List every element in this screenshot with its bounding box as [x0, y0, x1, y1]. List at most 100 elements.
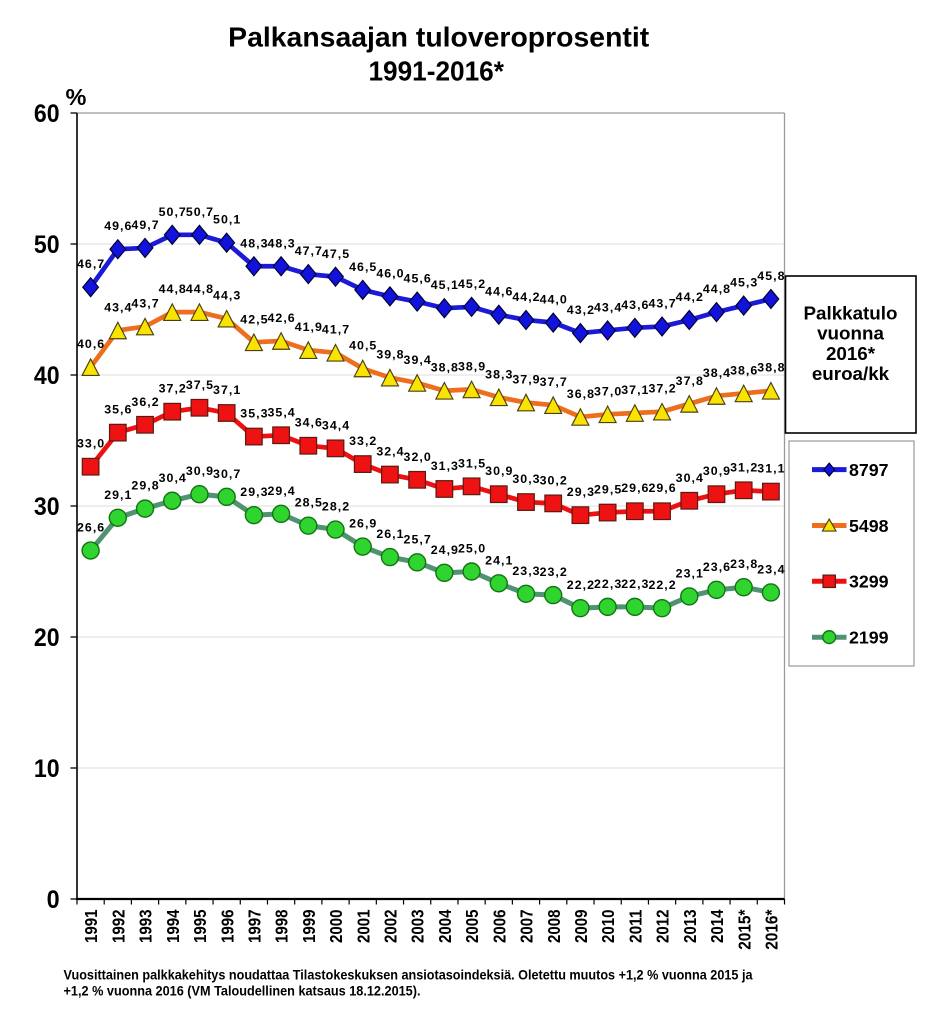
svg-text:44,8: 44,8	[703, 282, 730, 296]
svg-text:2013: 2013	[680, 909, 700, 943]
svg-text:30,9: 30,9	[485, 464, 512, 478]
svg-text:37,9: 37,9	[512, 373, 539, 387]
svg-text:50,7: 50,7	[186, 205, 213, 219]
svg-text:23,6: 23,6	[703, 560, 730, 574]
svg-text:2004: 2004	[435, 909, 455, 943]
svg-text:2016*: 2016*	[826, 343, 876, 364]
svg-text:30,4: 30,4	[676, 471, 703, 485]
svg-text:32,0: 32,0	[404, 450, 431, 464]
svg-text:34,4: 34,4	[322, 418, 349, 432]
svg-text:20: 20	[34, 624, 60, 652]
svg-text:42,6: 42,6	[267, 311, 294, 325]
svg-text:39,4: 39,4	[404, 353, 431, 367]
svg-text:37,5: 37,5	[186, 378, 213, 392]
svg-text:%: %	[65, 84, 86, 110]
svg-text:32,4: 32,4	[376, 445, 403, 459]
svg-text:2009: 2009	[571, 909, 591, 943]
svg-text:36,2: 36,2	[131, 395, 158, 409]
svg-text:60: 60	[34, 100, 60, 128]
svg-text:29,3: 29,3	[567, 485, 594, 499]
svg-text:2014: 2014	[707, 909, 727, 943]
svg-text:22,3: 22,3	[621, 577, 648, 591]
svg-text:44,3: 44,3	[213, 289, 240, 303]
svg-text:41,9: 41,9	[295, 320, 322, 334]
svg-text:43,2: 43,2	[567, 303, 594, 317]
svg-text:37,8: 37,8	[676, 374, 703, 388]
svg-text:44,2: 44,2	[676, 290, 703, 304]
svg-text:40,5: 40,5	[349, 338, 376, 352]
svg-text:26,9: 26,9	[349, 517, 376, 531]
svg-text:43,4: 43,4	[104, 300, 131, 314]
svg-text:50,7: 50,7	[159, 205, 186, 219]
svg-text:44,8: 44,8	[159, 282, 186, 296]
svg-text:2016*: 2016*	[761, 909, 781, 949]
svg-text:35,4: 35,4	[267, 405, 294, 419]
svg-text:euroa/kk: euroa/kk	[812, 363, 890, 384]
svg-text:43,6: 43,6	[621, 298, 648, 312]
svg-text:2010: 2010	[598, 909, 618, 943]
svg-text:40: 40	[34, 362, 60, 390]
svg-text:35,3: 35,3	[240, 407, 267, 421]
svg-text:2015*: 2015*	[734, 909, 754, 949]
svg-text:38,3: 38,3	[485, 367, 512, 381]
svg-text:48,3: 48,3	[240, 236, 267, 250]
svg-text:44,6: 44,6	[485, 285, 512, 299]
svg-text:45,6: 45,6	[404, 272, 431, 286]
svg-text:38,9: 38,9	[458, 359, 485, 373]
svg-text:49,6: 49,6	[104, 219, 131, 233]
svg-text:1991: 1991	[81, 909, 101, 943]
svg-text:37,1: 37,1	[213, 383, 240, 397]
svg-text:2008: 2008	[544, 909, 564, 943]
svg-text:29,8: 29,8	[131, 479, 158, 493]
svg-text:30: 30	[34, 493, 60, 521]
svg-text:23,3: 23,3	[512, 564, 539, 578]
svg-text:30,9: 30,9	[703, 464, 730, 478]
svg-text:34,6: 34,6	[295, 416, 322, 430]
svg-text:45,8: 45,8	[757, 269, 784, 283]
svg-text:1998: 1998	[272, 909, 292, 943]
svg-text:25,7: 25,7	[404, 532, 431, 546]
svg-text:0: 0	[47, 886, 60, 914]
svg-text:1991-2016*: 1991-2016*	[369, 55, 504, 86]
svg-text:+1,2 % vuonna 2016 (VM Taloude: +1,2 % vuonna 2016 (VM Taloudellinen kat…	[64, 984, 421, 999]
svg-text:Palkkatulo: Palkkatulo	[804, 302, 898, 323]
svg-text:38,6: 38,6	[730, 363, 757, 377]
svg-text:1995: 1995	[190, 909, 210, 943]
svg-text:45,3: 45,3	[730, 276, 757, 290]
svg-text:10: 10	[34, 755, 60, 783]
svg-text:33,0: 33,0	[77, 437, 104, 451]
svg-text:29,1: 29,1	[104, 488, 131, 502]
svg-text:2000: 2000	[326, 909, 346, 943]
svg-text:23,8: 23,8	[730, 557, 757, 571]
svg-text:36,8: 36,8	[567, 387, 594, 401]
svg-text:1999: 1999	[299, 909, 319, 943]
svg-text:46,7: 46,7	[77, 257, 104, 271]
svg-text:44,2: 44,2	[512, 290, 539, 304]
svg-text:29,6: 29,6	[648, 481, 675, 495]
svg-text:2001: 2001	[353, 909, 373, 943]
svg-text:30,3: 30,3	[512, 472, 539, 486]
svg-text:29,4: 29,4	[267, 484, 294, 498]
svg-text:31,3: 31,3	[431, 459, 458, 473]
svg-text:37,1: 37,1	[621, 383, 648, 397]
svg-text:Palkansaajan tuloveroprosentit: Palkansaajan tuloveroprosentit	[228, 22, 650, 53]
svg-text:35,6: 35,6	[104, 403, 131, 417]
svg-text:8797: 8797	[849, 460, 889, 480]
svg-text:22,2: 22,2	[648, 578, 675, 592]
svg-text:2003: 2003	[408, 909, 428, 943]
svg-text:44,8: 44,8	[186, 282, 213, 296]
svg-text:2007: 2007	[517, 909, 537, 943]
svg-text:39,8: 39,8	[376, 348, 403, 362]
svg-text:23,1: 23,1	[676, 566, 703, 580]
svg-text:2012: 2012	[653, 909, 673, 943]
svg-text:1996: 1996	[217, 909, 237, 943]
svg-text:1997: 1997	[244, 909, 264, 943]
svg-text:37,0: 37,0	[594, 384, 621, 398]
svg-text:2002: 2002	[381, 909, 401, 943]
svg-text:45,1: 45,1	[431, 278, 458, 292]
svg-text:33,2: 33,2	[349, 434, 376, 448]
svg-text:29,6: 29,6	[621, 481, 648, 495]
svg-text:44,0: 44,0	[540, 293, 567, 307]
svg-text:38,8: 38,8	[431, 361, 458, 375]
svg-text:30,2: 30,2	[540, 473, 567, 487]
